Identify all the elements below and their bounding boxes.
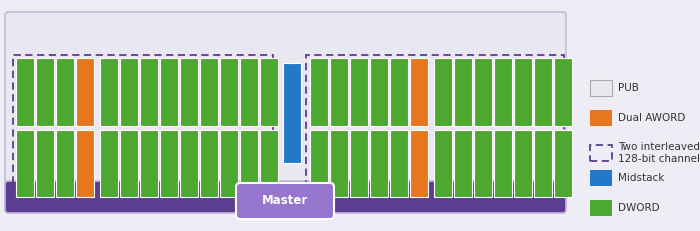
Bar: [330, 58, 348, 126]
Text: Master: Master: [262, 195, 308, 207]
Bar: [410, 58, 428, 126]
Bar: [120, 130, 138, 197]
Bar: [410, 130, 428, 197]
Bar: [16, 130, 34, 197]
Bar: [16, 58, 34, 126]
Bar: [260, 58, 278, 126]
Bar: [590, 110, 612, 126]
Bar: [350, 58, 368, 126]
Bar: [514, 130, 532, 197]
Bar: [534, 58, 552, 126]
Text: Dual AWORD: Dual AWORD: [618, 113, 685, 123]
Bar: [494, 130, 512, 197]
FancyBboxPatch shape: [5, 181, 566, 213]
Text: PUB: PUB: [618, 83, 639, 93]
Bar: [8, 184, 563, 210]
Bar: [310, 58, 328, 126]
Bar: [554, 130, 572, 197]
Bar: [36, 58, 54, 126]
Bar: [590, 80, 612, 96]
Bar: [13, 55, 273, 200]
Bar: [240, 58, 258, 126]
Bar: [590, 145, 612, 161]
Bar: [390, 130, 408, 197]
Bar: [434, 58, 452, 126]
Bar: [100, 58, 118, 126]
Bar: [200, 58, 218, 126]
Text: Decoupling: Decoupling: [248, 191, 323, 204]
Bar: [434, 130, 452, 197]
Bar: [56, 130, 74, 197]
Bar: [180, 58, 198, 126]
Bar: [240, 130, 258, 197]
Text: Midstack: Midstack: [618, 173, 664, 183]
Bar: [306, 55, 564, 200]
Bar: [330, 130, 348, 197]
Bar: [350, 130, 368, 197]
Text: Two interleaved
128-bit channels: Two interleaved 128-bit channels: [618, 142, 700, 164]
Bar: [220, 130, 238, 197]
Bar: [474, 58, 492, 126]
Bar: [260, 130, 278, 197]
Bar: [494, 58, 512, 126]
Bar: [140, 130, 158, 197]
Bar: [590, 200, 612, 216]
Bar: [534, 130, 552, 197]
Bar: [100, 130, 118, 197]
Bar: [76, 130, 94, 197]
Bar: [76, 58, 94, 126]
Bar: [454, 58, 472, 126]
Bar: [200, 130, 218, 197]
FancyBboxPatch shape: [236, 183, 334, 219]
Bar: [160, 130, 178, 197]
Bar: [220, 58, 238, 126]
Bar: [180, 130, 198, 197]
Bar: [370, 130, 388, 197]
Bar: [370, 58, 388, 126]
Bar: [554, 58, 572, 126]
Bar: [120, 58, 138, 126]
Bar: [474, 130, 492, 197]
Bar: [56, 58, 74, 126]
FancyBboxPatch shape: [5, 12, 566, 213]
Bar: [160, 58, 178, 126]
Bar: [514, 58, 532, 126]
Bar: [390, 58, 408, 126]
Bar: [36, 130, 54, 197]
Bar: [283, 63, 301, 163]
Bar: [454, 130, 472, 197]
Bar: [310, 130, 328, 197]
Bar: [590, 170, 612, 186]
Bar: [140, 58, 158, 126]
Text: DWORD: DWORD: [618, 203, 659, 213]
